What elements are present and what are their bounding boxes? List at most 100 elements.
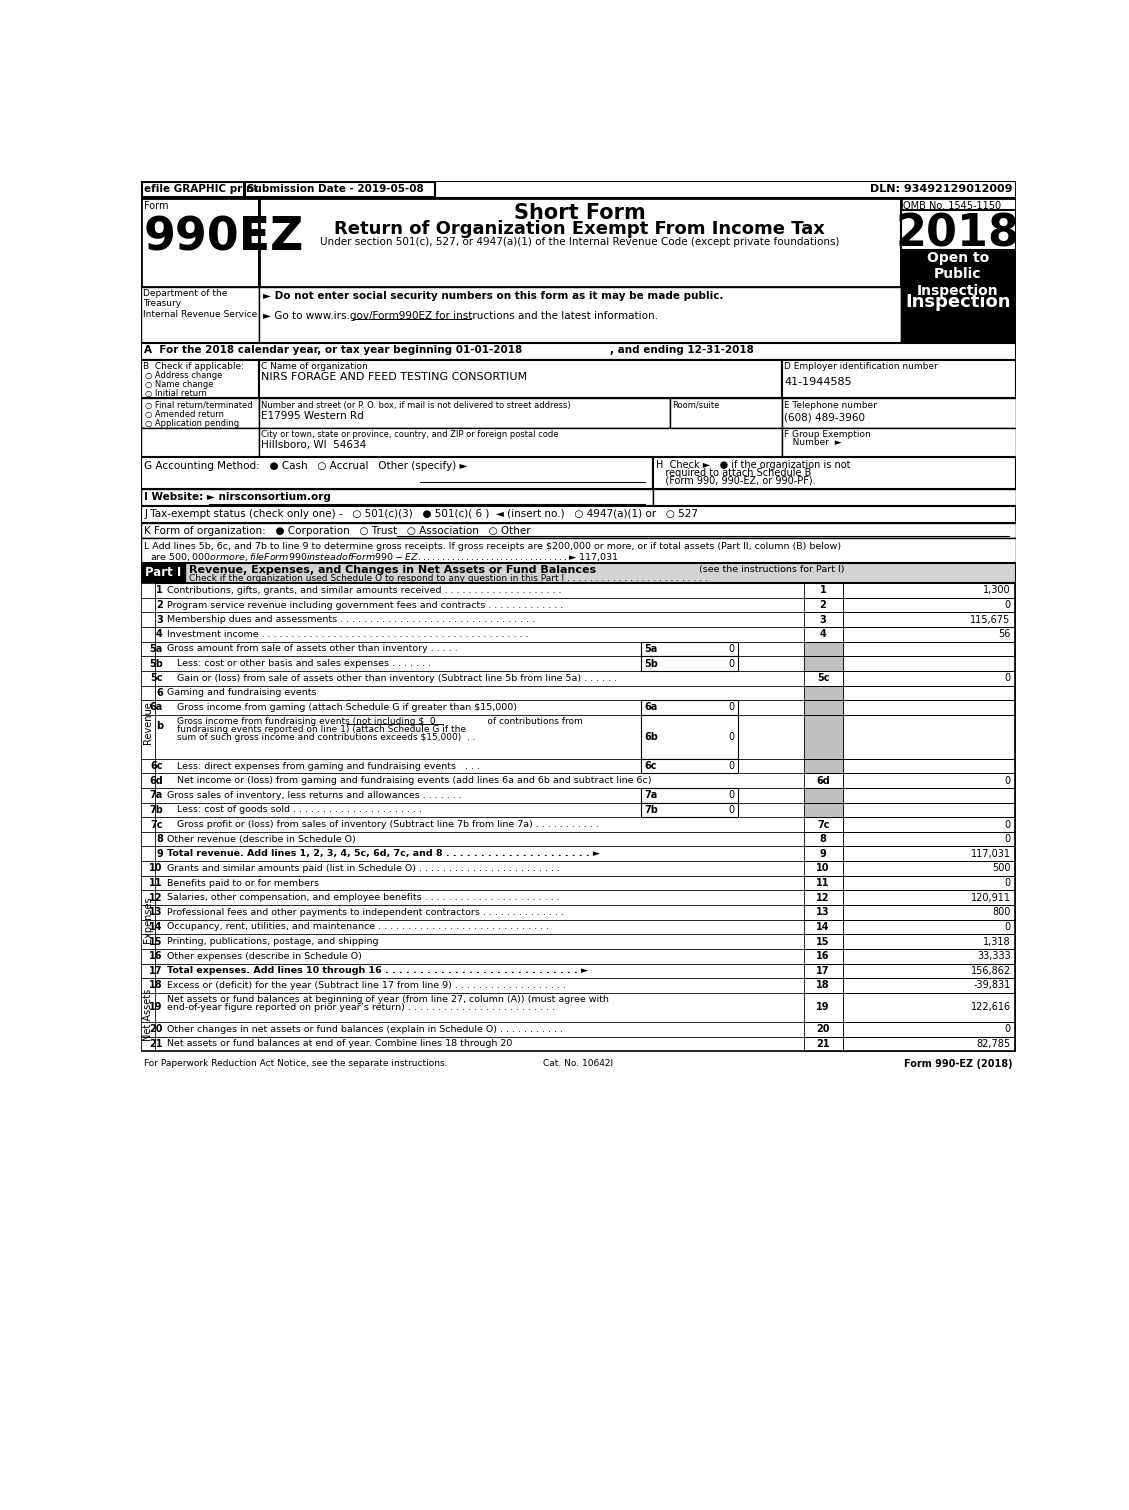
Text: 9: 9 [156,849,163,859]
Text: Submission Date - 2019-05-08: Submission Date - 2019-05-08 [247,184,425,195]
Text: 0: 0 [728,643,735,654]
Text: DLN: 93492129012009: DLN: 93492129012009 [870,184,1013,195]
Text: Other changes in net assets or fund balances (explain in Schedule O) . . . . . .: Other changes in net assets or fund bala… [167,1025,563,1034]
Text: 0: 0 [1005,673,1010,683]
Bar [804,788,842,803]
Text: 800: 800 [992,908,1010,917]
Text: Salaries, other compensation, and employee benefits . . . . . . . . . . . . . . : Salaries, other compensation, and employ… [167,894,560,901]
Bar [804,642,842,657]
Text: 41-1944585: 41-1944585 [785,378,852,387]
Bar [804,714,842,758]
Text: Form 990-EZ (2018): Form 990-EZ (2018) [904,1059,1013,1069]
Text: Net assets or fund balances at beginning of year (from line 27, column (A)) (mus: Net assets or fund balances at beginning… [167,995,610,1004]
Text: 122,616: 122,616 [971,1003,1010,1012]
Bar [804,803,842,817]
Bar [804,773,842,788]
Text: Cat. No. 10642I: Cat. No. 10642I [543,1059,613,1068]
Bar [842,773,1015,788]
Text: 21: 21 [149,1039,163,1049]
Bar [842,1037,1015,1051]
Text: Revenue, Expenses, and Changes in Net Assets or Fund Balances: Revenue, Expenses, and Changes in Net As… [190,565,596,575]
Text: Net assets or fund balances at end of year. Combine lines 18 through 20: Net assets or fund balances at end of ye… [167,1039,513,1048]
Bar [141,522,1016,539]
Text: D Employer identification number: D Employer identification number [785,362,938,371]
Text: 4: 4 [820,630,826,639]
Text: 1: 1 [820,586,826,595]
Text: 6b: 6b [645,732,658,741]
Text: 0: 0 [728,805,735,815]
Text: 2: 2 [820,599,826,610]
Text: Gross income from gaming (attach Schedule G if greater than $15,000): Gross income from gaming (attach Schedul… [177,704,517,713]
Bar [804,686,842,701]
Text: Excess or (deficit) for the year (Subtract line 17 from line 9) . . . . . . . . : Excess or (deficit) for the year (Subtra… [167,982,567,991]
Bar [804,992,842,1022]
Text: 20: 20 [816,1024,830,1034]
Bar [804,935,842,948]
Text: E Telephone number: E Telephone number [785,400,877,409]
Bar [842,935,1015,948]
Text: 82,785: 82,785 [977,1039,1010,1049]
Bar [259,427,782,458]
Text: Professional fees and other payments to independent contractors . . . . . . . . : Professional fees and other payments to … [167,908,564,917]
Bar [641,758,738,773]
Bar [669,399,782,427]
Bar [804,758,842,773]
Bar [142,183,244,198]
Bar [842,714,1015,758]
Text: G Accounting Method:   ● Cash   ○ Accrual   Other (specify) ►: G Accounting Method: ● Cash ○ Accrual Ot… [145,462,467,471]
Text: 7b: 7b [645,805,658,815]
Bar [141,539,1016,563]
Text: 6a: 6a [645,702,657,713]
Bar [842,686,1015,701]
Bar [901,198,1016,287]
Text: J Tax-exempt status (check only one) -   ○ 501(c)(3)   ● 501(c)( 6 )  ◄ (insert : J Tax-exempt status (check only one) - ○… [145,509,698,519]
Text: 19: 19 [816,1003,830,1012]
Text: 5b: 5b [645,658,658,669]
Text: 18: 18 [149,980,163,991]
Bar [804,657,842,670]
Bar [842,847,1015,861]
Text: 117,031: 117,031 [971,849,1010,859]
Bar [641,701,738,714]
Text: 990EZ: 990EZ [143,214,304,260]
Text: Total revenue. Add lines 1, 2, 3, 4, 5c, 6d, 7c, and 8 . . . . . . . . . . . . .: Total revenue. Add lines 1, 2, 3, 4, 5c,… [167,849,601,858]
Text: Hillsboro, WI  54634: Hillsboro, WI 54634 [261,439,367,450]
Bar [901,287,1016,343]
Text: 13: 13 [149,908,163,917]
Text: are $500,000 or more, file Form 990 instead of Form 990-EZ . . . . . . . . . . .: are $500,000 or more, file Form 990 inst… [145,551,619,563]
Bar [782,427,1016,458]
Text: Gross amount from sale of assets other than inventory . . . . .: Gross amount from sale of assets other t… [167,645,458,654]
Text: 10: 10 [816,864,830,873]
Text: 6a: 6a [149,702,163,713]
Text: Under section 501(c), 527, or 4947(a)(1) of the Internal Revenue Code (except pr: Under section 501(c), 527, or 4947(a)(1)… [320,237,840,246]
Bar [901,249,1016,287]
Text: 11: 11 [149,877,163,888]
Bar [804,876,842,891]
Text: 19: 19 [149,1003,163,1012]
Text: K Form of organization:   ● Corporation   ○ Trust   ○ Association   ○ Other: K Form of organization: ● Corporation ○ … [145,525,531,536]
Text: 16: 16 [149,951,163,962]
Text: 5a: 5a [149,643,163,654]
Text: C Name of organization: C Name of organization [261,362,368,371]
Text: 8: 8 [156,834,163,844]
Text: 12: 12 [816,892,830,903]
Text: 1,300: 1,300 [983,586,1010,595]
Text: Occupancy, rent, utilities, and maintenance . . . . . . . . . . . . . . . . . . : Occupancy, rent, utilities, and maintena… [167,923,550,932]
Text: 20: 20 [149,1024,163,1034]
Text: 3: 3 [820,615,826,625]
Text: 3: 3 [156,615,163,625]
Text: I Website: ► nirsconsortium.org: I Website: ► nirsconsortium.org [145,492,331,503]
Text: H  Check ►   ● if the organization is not: H Check ► ● if the organization is not [656,461,850,470]
Bar [141,489,653,506]
Bar [842,803,1015,817]
Text: 6d: 6d [816,776,830,785]
Text: 120,911: 120,911 [971,892,1010,903]
Text: 7c: 7c [817,820,830,829]
Text: Net Assets: Net Assets [143,989,154,1040]
Text: 0: 0 [728,732,735,741]
Text: (608) 489-3960: (608) 489-3960 [785,412,865,423]
Bar [804,1022,842,1037]
Text: 0: 0 [728,658,735,669]
Bar [842,876,1015,891]
Text: Form: Form [145,201,168,211]
